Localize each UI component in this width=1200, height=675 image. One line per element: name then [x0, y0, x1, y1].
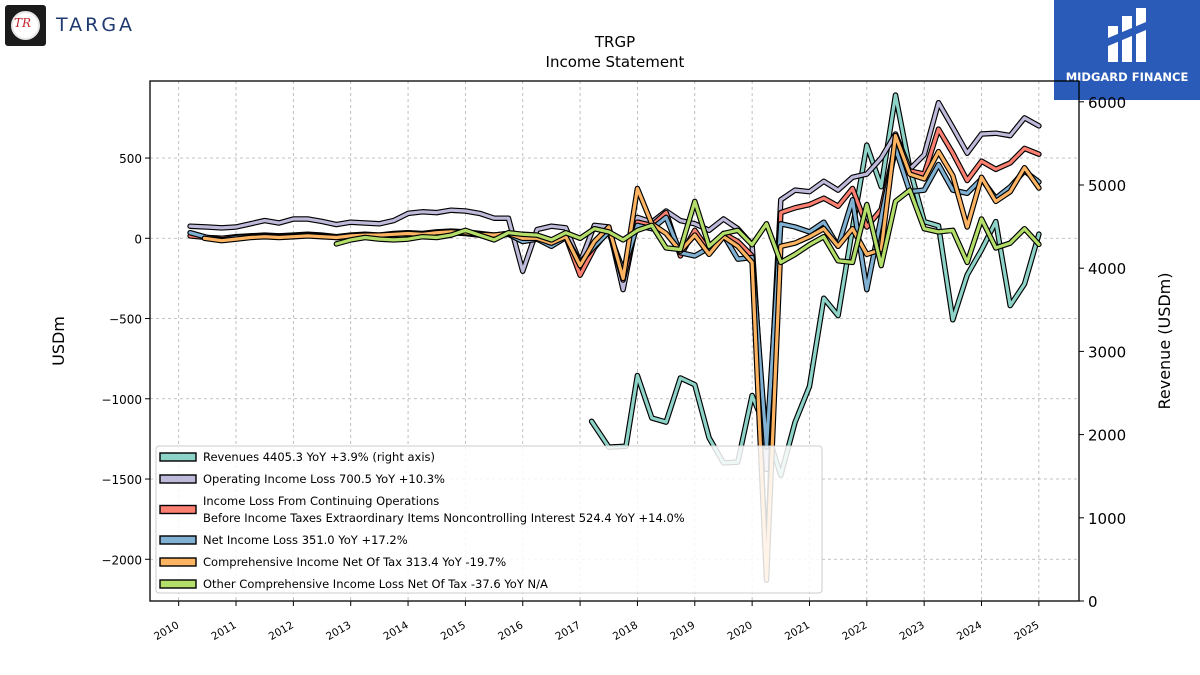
targa-logo-mark-icon: TR: [5, 5, 46, 46]
x-tick-label: 2015: [439, 619, 468, 643]
y-tick-label-left: −1500: [101, 473, 142, 487]
midgard-finance-logo: MIDGARD FINANCE: [1054, 0, 1200, 100]
y-tick-label-right: 3000: [1088, 343, 1126, 361]
legend-swatch: [159, 579, 197, 589]
series-line: [589, 93, 1041, 477]
legend-label: Other Comprehensive Income Loss Net Of T…: [203, 577, 548, 591]
series-line: [202, 134, 1041, 582]
y-axis-title-left: USDm: [49, 316, 68, 366]
legend-label: Income Loss From Continuing Operations: [203, 494, 439, 508]
legend-swatch: [159, 474, 197, 484]
y-tick-label-right: 2000: [1088, 427, 1126, 445]
y-tick-label-left: −500: [109, 313, 142, 327]
y-tick-label-left: −2000: [101, 553, 142, 567]
x-tick-label: 2022: [840, 619, 869, 643]
series-6: [333, 187, 1042, 269]
series-5: [201, 132, 1042, 583]
x-tick-label: 2025: [1012, 619, 1041, 643]
x-tick-label: 2019: [668, 619, 697, 643]
y-tick-label-right: 4000: [1088, 260, 1126, 278]
legend-swatch: [159, 535, 197, 545]
x-tick-label: 2012: [267, 619, 296, 643]
chart-title: TRGP: [594, 33, 635, 51]
series-line: [334, 188, 1041, 268]
midgard-logo-text: MIDGARD FINANCE: [1065, 70, 1189, 84]
targa-logo-mark-text: TR: [14, 16, 32, 30]
legend-label: Operating Income Loss 700.5 YoY +10.3%: [203, 472, 445, 486]
y-axis-left: 500 0 −500 −1000 −1500 −2000: [101, 152, 150, 567]
legend-label: Before Income Taxes Extraordinary Items …: [203, 511, 685, 525]
legend-box: [155, 445, 823, 594]
targa-logo-text: TARGA: [56, 14, 136, 36]
legend-swatch: [159, 504, 197, 515]
y-tick-label-left: −1000: [101, 393, 142, 407]
chart-subtitle: Income Statement: [546, 53, 685, 71]
x-tick-label: 2018: [611, 619, 640, 643]
y-tick-label-left: 500: [119, 152, 142, 166]
y-tick-label-right: 6000: [1088, 94, 1126, 112]
legend-label: Revenues 4405.3 YoY +3.9% (right axis): [203, 450, 435, 464]
x-tick-label: 2016: [496, 619, 525, 643]
targa-logo: TR TARGA: [0, 0, 170, 50]
legend: Revenues 4405.3 YoY +3.9% (right axis) Op…: [155, 445, 823, 594]
x-tick-label: 2010: [152, 619, 181, 643]
legend-swatch: [159, 557, 197, 567]
x-tick-label: 2024: [955, 619, 984, 643]
y-axis-right: 6000 5000 4000 3000 2000 1000 0: [1079, 94, 1126, 611]
y-axis-title-right: Revenue (USDm): [1155, 272, 1174, 409]
x-tick-label: 2021: [783, 619, 812, 643]
legend-swatch: [159, 452, 197, 462]
x-tick-label: 2017: [554, 619, 583, 643]
x-tick-label: 2020: [726, 619, 755, 643]
x-tick-label: 2013: [324, 619, 353, 643]
legend-label: Net Income Loss 351.0 YoY +17.2%: [203, 533, 408, 547]
y-tick-label-right: 0: [1088, 593, 1098, 611]
y-tick-label-left: 0: [134, 232, 142, 246]
y-tick-label-right: 5000: [1088, 177, 1126, 195]
x-tick-label: 2011: [209, 619, 238, 643]
x-tick-label: 2014: [381, 619, 410, 643]
plot-frame: [149, 80, 1080, 602]
legend-label: Comprehensive Income Net Of Tax 313.4 Yo…: [203, 555, 506, 569]
midgard-logo-mark-icon: [1108, 8, 1146, 62]
x-axis: 2010 2011 2012 2013 2014 2015 2016 2017 2018 2019…: [152, 601, 1041, 643]
x-tick-label: 2023: [898, 619, 927, 643]
series-1: [588, 92, 1042, 479]
series-lines: [187, 92, 1042, 583]
y-tick-label-right: 1000: [1088, 510, 1126, 528]
